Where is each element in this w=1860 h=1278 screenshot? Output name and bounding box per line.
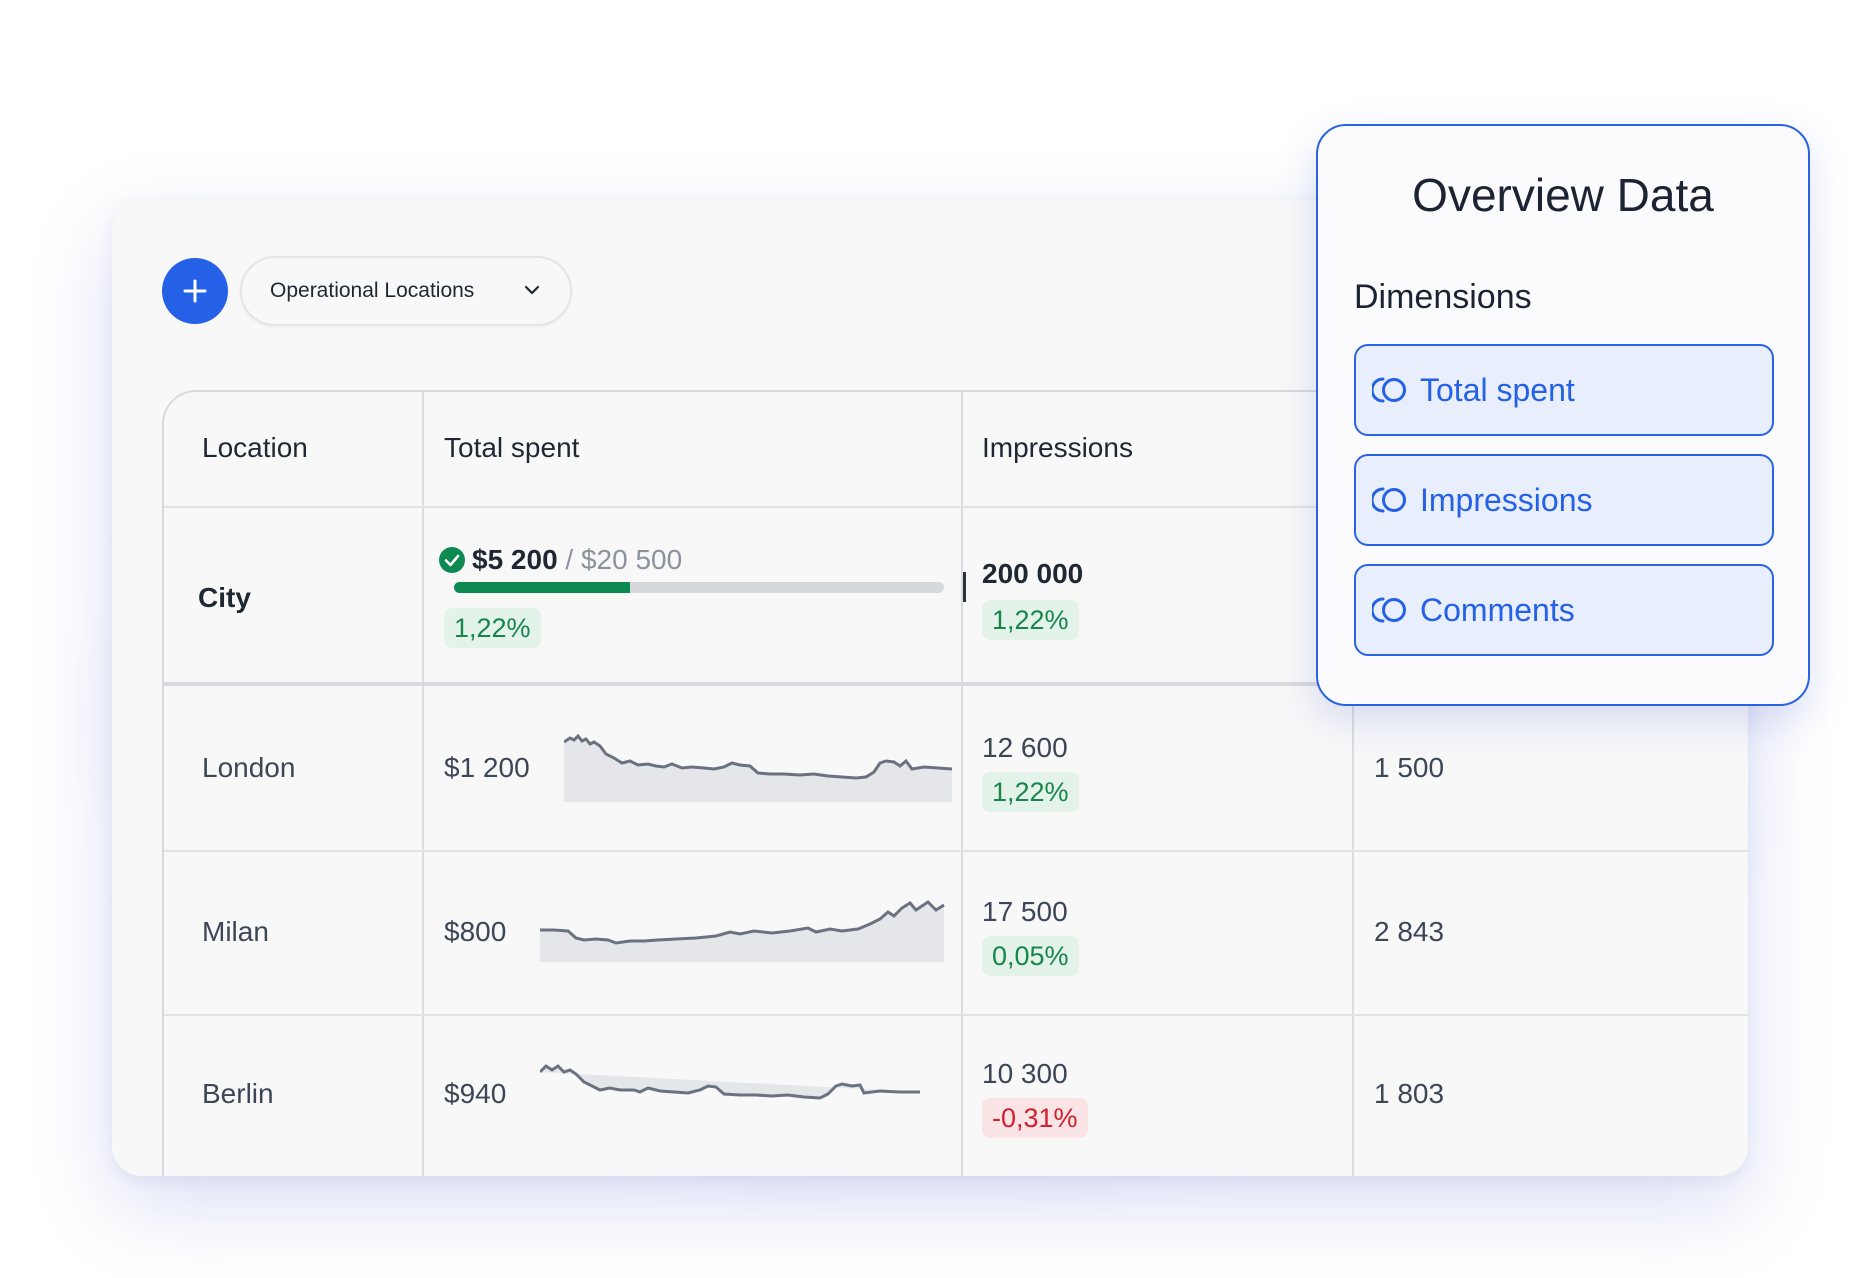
- row-comments: 1 500: [1374, 752, 1445, 783]
- header-total-spent[interactable]: Total spent: [444, 432, 580, 463]
- row-comments: 1 803: [1374, 1078, 1445, 1109]
- spent-separator: /: [565, 544, 574, 575]
- row-location: London: [202, 752, 296, 783]
- row-comments: 2 843: [1374, 916, 1445, 947]
- dimension-comments[interactable]: Comments: [1354, 564, 1774, 656]
- row-impressions: 12 600: [982, 732, 1068, 763]
- dimension-label: Total spent: [1420, 371, 1575, 408]
- toggle-circle-icon: [1372, 377, 1406, 403]
- summary-spent: $5 200: [472, 544, 558, 575]
- toggle-circle-icon: [1372, 487, 1406, 513]
- dimension-label: Comments: [1420, 591, 1575, 628]
- summary-impressions: 200 000: [982, 558, 1084, 589]
- budget-progress-marker: [963, 572, 966, 602]
- row-spent: $800: [444, 916, 507, 947]
- check-circle-icon: [439, 547, 465, 573]
- dropdown-label: Operational Locations: [270, 279, 475, 302]
- row-location: Berlin: [202, 1078, 274, 1109]
- toggle-circle-icon: [1372, 597, 1406, 623]
- budget-progress-bar: [454, 582, 944, 593]
- dimensions-heading: Dimensions: [1354, 278, 1532, 316]
- popup-title: Overview Data: [1412, 169, 1714, 221]
- summary-location: City: [198, 582, 251, 613]
- budget-progress-fill: [454, 582, 631, 593]
- column-divider: [1352, 392, 1354, 1176]
- dimension-label: Impressions: [1420, 481, 1593, 518]
- row-spent: $940: [444, 1078, 507, 1109]
- row-impressions: 17 500: [982, 896, 1068, 927]
- overview-data-popup: Overview Data Dimensions Total spent Imp…: [1316, 124, 1810, 706]
- dimension-impressions[interactable]: Impressions: [1354, 454, 1774, 546]
- row-impressions: 10 300: [982, 1058, 1068, 1089]
- column-divider: [422, 392, 424, 1176]
- row-impressions-change: 0,05%: [982, 936, 1079, 976]
- summary-impressions-change: 1,22%: [982, 600, 1079, 640]
- row-impressions-change: 1,22%: [982, 772, 1079, 812]
- row-impressions-change: -0,31%: [982, 1098, 1088, 1138]
- row-location: Milan: [202, 916, 269, 947]
- summary-spent-change: 1,22%: [444, 608, 541, 648]
- row-divider: [164, 506, 1748, 508]
- column-divider: [961, 392, 963, 1176]
- location-group-dropdown[interactable]: Operational Locations: [240, 256, 572, 326]
- spend-sparkline: [540, 900, 945, 962]
- row-divider: [164, 1014, 1748, 1016]
- spend-sparkline: [540, 1064, 920, 1100]
- spend-sparkline: [564, 733, 953, 802]
- summary-divider: [164, 682, 1748, 686]
- dimension-total-spent[interactable]: Total spent: [1354, 344, 1774, 436]
- chevron-down-icon: [524, 285, 540, 295]
- row-divider: [164, 850, 1748, 852]
- summary-spent-line: $5 200 / $20 500: [472, 544, 682, 576]
- plus-icon: [183, 279, 207, 303]
- summary-budget: $20 500: [580, 544, 683, 575]
- add-button[interactable]: [162, 258, 228, 324]
- header-impressions[interactable]: Impressions: [982, 432, 1133, 463]
- header-location[interactable]: Location: [202, 432, 308, 463]
- row-spent: $1 200: [444, 752, 530, 783]
